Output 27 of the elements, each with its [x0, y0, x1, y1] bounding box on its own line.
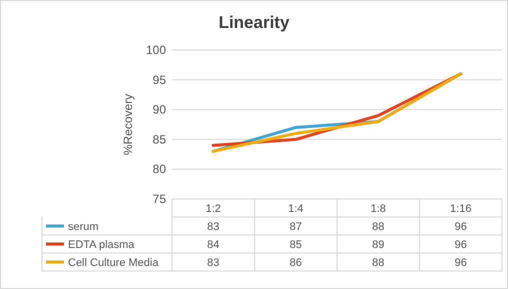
data-label: 85 [290, 239, 302, 251]
y-tick-label: 80 [152, 162, 166, 176]
data-label: 84 [207, 239, 220, 251]
y-tick-label: 100 [146, 43, 166, 57]
data-label: 86 [290, 257, 302, 269]
data-label: 83 [207, 257, 220, 269]
chart-title: Linearity [218, 13, 290, 32]
legend-label: Cell Culture Media [68, 257, 160, 269]
data-label: 96 [454, 239, 467, 251]
data-label: 83 [207, 221, 220, 233]
data-label: 96 [454, 257, 467, 269]
x-tick-label: 1:2 [206, 203, 221, 215]
y-tick-label: 90 [152, 102, 166, 117]
x-tick-label: 1:8 [370, 203, 386, 215]
data-label: 89 [372, 239, 384, 251]
y-axis-title: %Recovery [121, 94, 135, 156]
x-tick-label: 1:16 [450, 203, 472, 215]
data-label: 96 [454, 221, 467, 233]
y-tick-label: 85 [152, 132, 166, 146]
y-tick-label: 95 [152, 72, 166, 87]
data-label: 88 [372, 221, 384, 233]
x-tick-label: 1:4 [288, 203, 304, 215]
y-tick-label: 75 [152, 192, 166, 206]
data-label: 88 [372, 257, 384, 269]
legend-label: EDTA plasma [68, 239, 136, 251]
legend-label: serum [68, 221, 99, 233]
data-label: 87 [290, 221, 302, 233]
